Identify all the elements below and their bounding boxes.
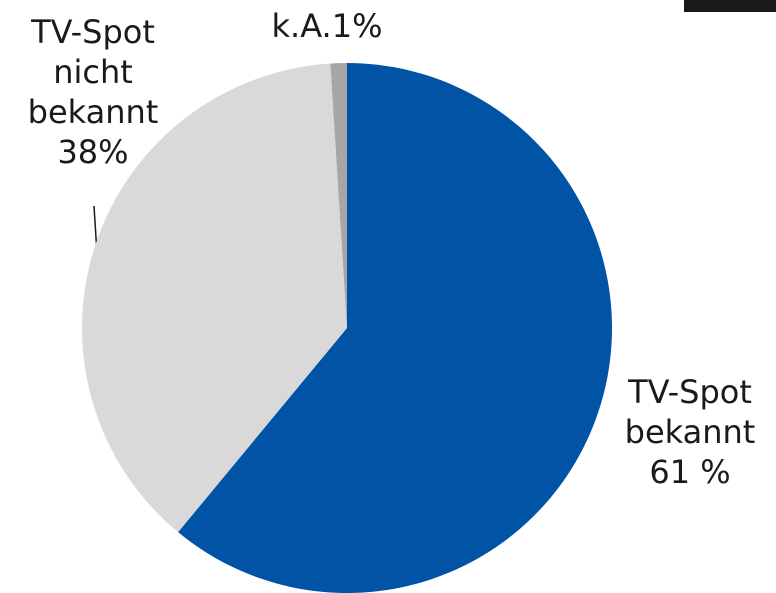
pie-slice — [178, 63, 612, 593]
pie-slice — [81, 63, 347, 533]
value-label: 61 % — [649, 453, 731, 491]
cropped-bar — [684, 0, 776, 12]
slice-label: TV-Spot bekannt 61 % — [590, 372, 776, 492]
value-label: 38% — [57, 133, 129, 171]
value-label: 1% — [331, 7, 383, 45]
category-label: TV-Spot nicht bekannt — [27, 13, 159, 131]
category-label: TV-Spot bekannt — [624, 373, 756, 451]
slice-label: TV-Spot nicht bekannt 38% — [0, 12, 186, 172]
category-label: k.A. — [271, 7, 332, 45]
pie-slice — [330, 63, 347, 328]
slice-label: k.A.1% — [227, 6, 427, 46]
